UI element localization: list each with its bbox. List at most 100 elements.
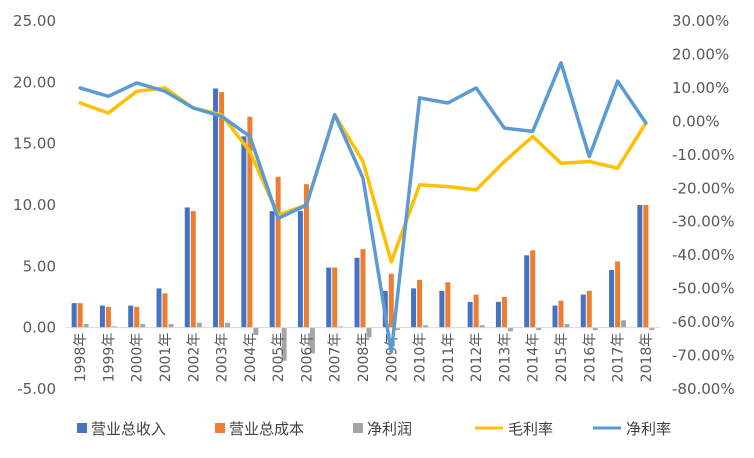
right-axis-tick-label: 0.00% (672, 112, 720, 130)
bar-revenue (354, 257, 360, 328)
bar-net-profit (140, 323, 146, 328)
bar-net-profit (649, 327, 655, 331)
bar-cost (473, 294, 479, 328)
bar-cost (360, 249, 366, 328)
x-axis-tick-label: 2013年 (497, 333, 513, 383)
bar-net-profit (253, 327, 259, 336)
right-axis-ticks: -80.00% -70.00% -60.00% -50.00% -40.00% -30.0… (672, 12, 735, 398)
bar-net-profit (621, 320, 627, 328)
bar-revenue (439, 290, 445, 328)
bar-cost (219, 92, 225, 328)
x-axis-tick-label: 2005年 (271, 333, 287, 383)
bar-revenue (495, 301, 501, 328)
right-axis-tick-label: 30.00% (672, 12, 729, 30)
x-axis-tick-label: 2001年 (158, 333, 174, 383)
left-axis-tick-label: -5.00 (17, 380, 56, 398)
right-axis-tick-label: -80.00% (672, 380, 735, 398)
right-axis-tick-label: -30.00% (672, 213, 735, 231)
left-axis-tick-label: 20.00 (13, 73, 56, 91)
category-labels: 1998年 1999年 2000年 2001年 2002年 2003年 2004年 2005年… (73, 333, 655, 383)
bar-revenue (71, 303, 77, 328)
line-series (78, 61, 648, 354)
bar-net-profit (338, 326, 344, 328)
bar-net-profit (168, 323, 174, 328)
bar-revenue (524, 255, 530, 328)
right-axis-tick-label: -20.00% (672, 179, 735, 197)
bar-revenue (580, 294, 586, 328)
bar-series (71, 88, 655, 361)
legend-label-gross-margin: 毛利率 (508, 420, 553, 438)
bar-revenue (184, 207, 190, 328)
bar-cost (388, 273, 394, 328)
right-axis-tick-label: -40.00% (672, 246, 735, 264)
x-axis-tick-label: 2010年 (413, 333, 429, 383)
right-axis-tick-label: -60.00% (672, 313, 735, 331)
bar-cost (303, 184, 309, 328)
bar-net-profit (564, 323, 570, 328)
bar-cost (417, 279, 423, 328)
x-axis-tick-label: 2007年 (328, 333, 344, 383)
bar-net-profit (423, 325, 429, 328)
right-axis-tick-label: 10.00% (672, 79, 729, 97)
bar-net-profit (479, 325, 485, 328)
x-axis-tick-label: 2017年 (611, 333, 627, 383)
bar-revenue (156, 288, 162, 328)
x-axis-tick-label: 2012年 (469, 333, 485, 383)
legend-label-revenue: 营业总收入 (91, 420, 166, 438)
bar-net-profit (83, 323, 89, 328)
legend-swatch-cost (215, 423, 225, 433)
bar-net-profit (536, 327, 542, 331)
bar-net-profit (281, 327, 287, 361)
bar-revenue (411, 288, 417, 328)
x-axis-tick-label: 2016年 (582, 333, 598, 383)
legend-swatch-revenue (77, 423, 87, 433)
bar-revenue (467, 301, 473, 328)
bar-net-profit (309, 327, 315, 354)
bar-net-profit (592, 327, 598, 331)
legend-label-cost: 营业总成本 (229, 420, 304, 438)
x-axis-tick-label: 2000年 (130, 333, 146, 383)
left-axis-tick-label: 10.00 (13, 196, 56, 214)
bar-revenue (241, 136, 247, 328)
bar-revenue (99, 305, 105, 328)
x-axis-tick-label: 2011年 (441, 333, 457, 383)
bar-cost (643, 205, 649, 328)
bar-cost (558, 300, 564, 328)
left-axis-tick-label: 0.00 (23, 319, 56, 337)
net-margin-line (78, 61, 648, 354)
left-axis-tick-label: 15.00 (13, 135, 56, 153)
bar-cost (190, 211, 196, 328)
x-axis-tick-label: 2008年 (356, 333, 372, 383)
bar-revenue (609, 270, 615, 328)
x-axis-tick-label: 2018年 (639, 333, 655, 383)
right-axis-tick-label: -50.00% (672, 280, 735, 298)
bar-cost (530, 250, 536, 328)
right-axis-tick-label: -70.00% (672, 347, 735, 365)
bar-revenue (213, 88, 219, 328)
bar-revenue (269, 211, 275, 328)
bar-cost (247, 116, 253, 328)
bar-net-profit (394, 327, 400, 331)
bar-revenue (637, 205, 643, 328)
left-axis-tick-label: 5.00 (23, 257, 56, 275)
left-axis-tick-label: 25.00 (13, 12, 56, 30)
bar-net-profit (111, 326, 117, 328)
bar-net-profit (366, 327, 372, 338)
x-axis-tick-label: 2006年 (299, 333, 315, 383)
right-axis-tick-label: -10.00% (672, 146, 735, 164)
x-axis-tick-label: 2014年 (526, 333, 542, 383)
legend-label-net-margin: 净利率 (626, 420, 671, 438)
legend: 营业总收入 营业总成本 净利润 毛利率 净利率 (77, 420, 671, 438)
bar-revenue (128, 305, 134, 328)
legend-label-net-profit: 净利润 (367, 420, 412, 438)
bar-revenue (297, 211, 303, 328)
x-axis-tick-label: 2015年 (554, 333, 570, 383)
left-axis-ticks: -5.00 0.00 5.00 10.00 15.00 20.00 25.00 (13, 12, 56, 398)
bar-cost (445, 282, 451, 328)
bar-cost (501, 297, 507, 328)
bar-cost (586, 290, 592, 328)
x-axis-tick-label: 2003年 (215, 333, 231, 383)
bar-cost (105, 306, 111, 328)
